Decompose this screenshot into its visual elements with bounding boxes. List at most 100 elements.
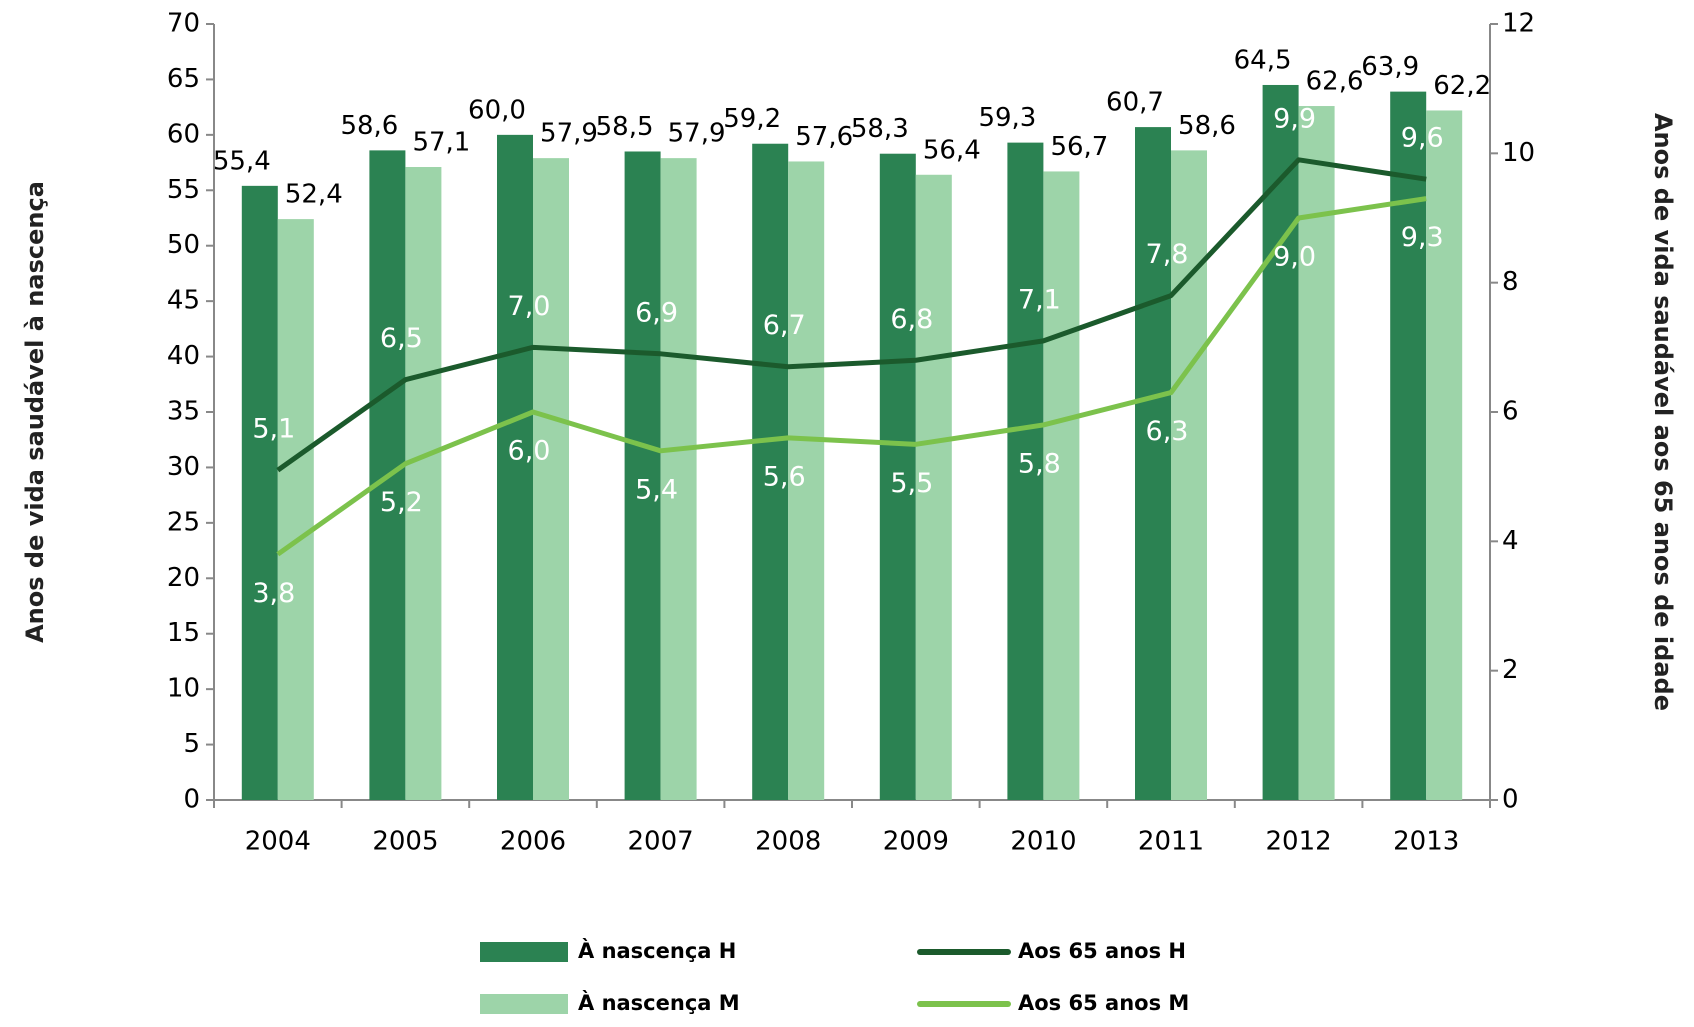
- bar: [1262, 84, 1299, 800]
- x-tick-label: 2006: [500, 827, 566, 857]
- y-tick-label: 70: [167, 9, 200, 39]
- bar-value-label: 58,5: [596, 112, 654, 142]
- bar: [241, 185, 278, 800]
- line-value-label: 5,4: [635, 474, 678, 505]
- x-tick-label: 2007: [628, 827, 694, 857]
- bar: [624, 151, 661, 800]
- y-tick-label: 55: [167, 175, 200, 205]
- line-value-label: 5,5: [890, 468, 933, 499]
- bar: [1171, 150, 1207, 800]
- bar-value-label: 58,6: [340, 111, 398, 141]
- y2-tick-label: 2: [1502, 655, 1519, 685]
- legend-label: À nascença M: [578, 990, 740, 1015]
- y2-tick-label: 6: [1502, 397, 1519, 427]
- x-tick-label: 2010: [1010, 827, 1076, 857]
- bar-value-label: 52,4: [285, 180, 343, 210]
- line: [276, 157, 1427, 473]
- y2-tick-label: 12: [1502, 9, 1535, 39]
- line-value-label: 6,3: [1146, 416, 1189, 447]
- y-tick-label: 50: [167, 230, 200, 260]
- bar: [1043, 171, 1080, 800]
- y-tick-label: 20: [167, 563, 200, 593]
- bar-value-label: 60,7: [1106, 88, 1164, 118]
- bar: [660, 158, 697, 800]
- y2-axis-title: Anos de vida saudável aos 65 anos de ida…: [1649, 113, 1677, 711]
- bar: [1135, 127, 1171, 800]
- bar: [1390, 91, 1427, 800]
- y-tick-label: 25: [167, 507, 200, 537]
- bar: [915, 174, 952, 800]
- bar: [533, 158, 569, 800]
- bar-value-label: 57,9: [668, 119, 726, 149]
- line-value-label: 9,3: [1401, 222, 1444, 253]
- x-tick-label: 2004: [245, 827, 311, 857]
- line-value-label: 3,8: [252, 578, 295, 609]
- bar: [879, 153, 916, 800]
- bar-value-label: 64,5: [1234, 45, 1292, 75]
- line-value-label: 7,1: [1018, 284, 1061, 315]
- x-tick-label: 2012: [1266, 827, 1332, 857]
- line-value-label: 7,8: [1146, 239, 1189, 270]
- bar-value-label: 56,7: [1050, 132, 1108, 162]
- line-value-label: 6,9: [635, 297, 678, 328]
- x-tick-label: 2011: [1138, 827, 1204, 857]
- line-value-label: 5,8: [1018, 448, 1061, 479]
- legend-swatch: [480, 942, 568, 962]
- legend-swatch: [480, 994, 568, 1014]
- bar: [277, 219, 314, 800]
- line-value-label: 6,8: [890, 304, 933, 335]
- legend-label: Aos 65 anos H: [1018, 939, 1186, 963]
- y2-tick-label: 10: [1502, 138, 1535, 168]
- line: [276, 196, 1427, 557]
- bar: [1298, 106, 1335, 800]
- line-value-label: 5,6: [763, 461, 806, 492]
- line-value-label: 6,5: [380, 323, 423, 354]
- y2-tick-label: 4: [1502, 526, 1519, 556]
- legend-label: Aos 65 anos M: [1018, 991, 1189, 1015]
- legend-label: À nascença H: [578, 938, 736, 963]
- y-tick-label: 35: [167, 397, 200, 427]
- bar-value-label: 56,4: [923, 135, 981, 165]
- y-tick-label: 15: [167, 618, 200, 648]
- bar-value-label: 57,9: [540, 119, 598, 149]
- line-value-label: 5,2: [380, 487, 423, 518]
- line-value-label: 6,0: [508, 436, 551, 467]
- y2-tick-label: 8: [1502, 267, 1519, 297]
- bar-value-label: 55,4: [213, 146, 271, 176]
- line-value-label: 9,6: [1401, 123, 1444, 154]
- bar: [1426, 110, 1463, 801]
- x-tick-label: 2009: [883, 827, 949, 857]
- y-tick-label: 45: [167, 286, 200, 316]
- y-tick-label: 30: [167, 452, 200, 482]
- bar-value-label: 60,0: [468, 95, 526, 125]
- x-tick-label: 2013: [1393, 827, 1459, 857]
- bar-value-label: 62,6: [1306, 67, 1364, 97]
- line-value-label: 5,1: [252, 414, 295, 445]
- x-tick-label: 2005: [372, 827, 438, 857]
- y-tick-label: 65: [167, 64, 200, 94]
- bar-value-label: 57,1: [412, 128, 470, 158]
- bar-value-label: 63,9: [1361, 52, 1419, 82]
- bar: [497, 134, 533, 800]
- line-value-label: 7,0: [508, 291, 551, 322]
- y-tick-label: 40: [167, 341, 200, 371]
- y-axis-title: Anos de vida saudável à nascença: [21, 181, 49, 643]
- bar-value-label: 57,6: [795, 122, 853, 152]
- bar-value-label: 59,3: [978, 103, 1036, 133]
- y2-tick-label: 0: [1502, 785, 1519, 815]
- bar-value-label: 62,2: [1433, 71, 1491, 101]
- bar: [1007, 142, 1044, 801]
- line-value-label: 9,9: [1273, 103, 1316, 134]
- x-tick-label: 2008: [755, 827, 821, 857]
- line-value-label: 9,0: [1273, 242, 1316, 273]
- bar-value-label: 58,6: [1178, 111, 1236, 141]
- bar: [788, 161, 825, 800]
- line-value-label: 6,7: [763, 310, 806, 341]
- y-tick-label: 60: [167, 119, 200, 149]
- bar-value-label: 58,3: [851, 114, 909, 144]
- y-tick-label: 10: [167, 674, 200, 704]
- bar: [752, 143, 789, 800]
- bar: [405, 167, 442, 800]
- bar-value-label: 59,2: [723, 104, 781, 134]
